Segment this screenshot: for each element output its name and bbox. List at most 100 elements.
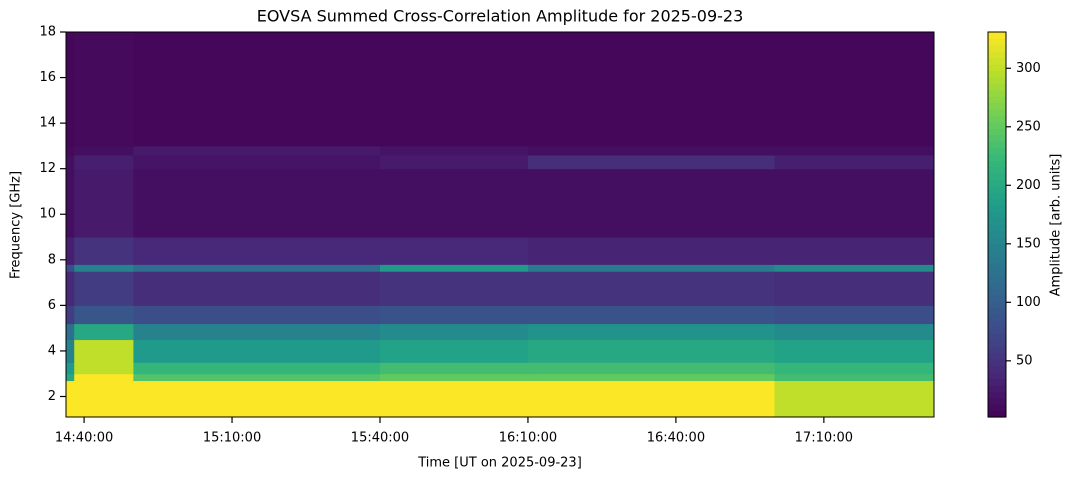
heatmap-cell <box>74 305 134 325</box>
heatmap-cell <box>133 264 381 272</box>
colorbar-segment <box>988 57 1006 65</box>
colorbar-segment <box>988 76 1006 84</box>
heatmap-cell <box>74 264 134 272</box>
heatmap-cell <box>527 264 776 272</box>
heatmap-cell <box>133 168 381 238</box>
heatmap-cell <box>74 339 134 363</box>
colorbar-segment <box>988 83 1006 91</box>
heatmap-cell <box>774 145 935 156</box>
heatmap-cell <box>379 362 529 375</box>
colorbar-segment <box>988 397 1006 405</box>
heatmap-cell <box>74 380 134 418</box>
colorbar-tick-label: 50 <box>1016 353 1033 368</box>
colorbar-segment <box>988 230 1006 238</box>
colorbar-segment <box>988 128 1006 136</box>
heatmap-cell <box>774 323 935 341</box>
x-tick-label: 16:40:00 <box>647 431 705 446</box>
y-tick-label: 12 <box>39 161 56 176</box>
colorbar-segment <box>988 211 1006 219</box>
colorbar-segment <box>988 307 1006 315</box>
y-axis-label: Frequency [GHz] <box>9 171 24 279</box>
heatmap-cell <box>774 305 935 325</box>
heatmap-cell <box>74 145 134 156</box>
y-tick-label: 4 <box>48 343 56 358</box>
x-tick-label: 15:10:00 <box>203 431 261 446</box>
heatmap-cell <box>379 305 529 325</box>
colorbar-segment <box>988 378 1006 386</box>
colorbar-segment <box>988 243 1006 251</box>
heatmap-cell <box>774 237 935 265</box>
heatmap-cell <box>379 32 529 147</box>
colorbar-segment <box>988 365 1006 373</box>
heatmap-cell <box>527 380 776 418</box>
heatmap-cell <box>133 237 381 265</box>
colorbar-tick-label: 300 <box>1016 61 1041 76</box>
heatmap-cell <box>379 323 529 341</box>
colorbar-segment <box>988 218 1006 226</box>
heatmap-cell <box>66 373 75 382</box>
heatmap-cell <box>133 271 381 306</box>
heatmap-cell <box>133 362 381 375</box>
colorbar-segment <box>988 102 1006 110</box>
x-tick-label: 14:40:00 <box>55 431 113 446</box>
colorbar-segment <box>988 250 1006 258</box>
colorbar-segment <box>988 275 1006 283</box>
heatmap-cell <box>379 145 529 156</box>
colorbar-segment <box>988 173 1006 181</box>
y-tick-label: 16 <box>39 70 56 85</box>
colorbar-segment <box>988 384 1006 392</box>
colorbar-segment <box>988 179 1006 187</box>
heatmap-cell <box>66 32 75 147</box>
colorbar-segment <box>988 320 1006 328</box>
y-tick-label: 6 <box>48 298 56 313</box>
heatmap-cell <box>133 305 381 325</box>
colorbar-segment <box>988 269 1006 277</box>
colorbar-segment <box>988 198 1006 206</box>
colorbar-segment <box>988 224 1006 232</box>
colorbar-tick-label: 250 <box>1016 119 1041 134</box>
x-tick-label: 15:40:00 <box>351 431 409 446</box>
heatmap-cell <box>774 155 935 170</box>
heatmap-cell <box>74 373 134 382</box>
heatmap-cell <box>66 362 75 375</box>
heatmap-cell <box>774 339 935 363</box>
colorbar-segment <box>988 153 1006 161</box>
chart-title: EOVSA Summed Cross-Correlation Amplitude… <box>257 7 744 26</box>
heatmap-cell <box>527 168 776 238</box>
heatmap-cell <box>66 305 75 325</box>
heatmap-cell <box>74 32 134 147</box>
heatmap-cell <box>527 362 776 375</box>
colorbar-tick-label: 150 <box>1016 236 1041 251</box>
heatmap-cell <box>527 145 776 156</box>
heatmap-cell <box>527 237 776 265</box>
heatmap-cell <box>133 32 381 147</box>
colorbar-segment <box>988 333 1006 341</box>
colorbar-segment <box>988 70 1006 78</box>
heatmap-cell <box>774 271 935 306</box>
y-tick-label: 18 <box>39 25 56 40</box>
colorbar-segment <box>988 282 1006 290</box>
colorbar-tick-label: 200 <box>1016 178 1041 193</box>
heatmap-cell <box>133 145 381 156</box>
heatmap-cell <box>66 145 75 156</box>
colorbar-segment <box>988 263 1006 271</box>
heatmap-cell <box>527 373 776 382</box>
colorbar-segment <box>988 121 1006 129</box>
heatmap-cell <box>774 32 935 147</box>
heatmap-cell <box>133 155 381 170</box>
heatmap-cell <box>379 339 529 363</box>
colorbar-segment <box>988 96 1006 104</box>
colorbar-segment <box>988 301 1006 309</box>
heatmap-cell <box>527 323 776 341</box>
colorbar-segment <box>988 205 1006 213</box>
colorbar-segment <box>988 186 1006 194</box>
heatmap-cell <box>774 380 935 418</box>
colorbar-segment <box>988 38 1006 46</box>
heatmap-cell <box>774 373 935 382</box>
heatmap-cell <box>66 339 75 363</box>
colorbar-segment <box>988 44 1006 52</box>
colorbar-segment <box>988 51 1006 59</box>
heatmap-cell <box>66 168 75 238</box>
heatmap-cell <box>527 32 776 147</box>
